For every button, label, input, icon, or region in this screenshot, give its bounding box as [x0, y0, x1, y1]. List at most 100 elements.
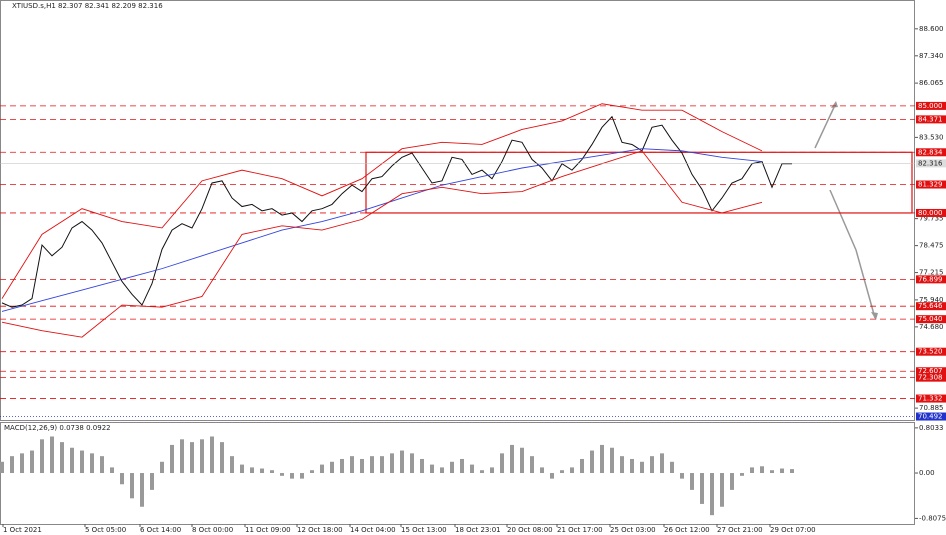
level-tag: [916, 101, 946, 110]
level-tag: [916, 115, 946, 124]
macd-bar: [150, 473, 154, 490]
level-tag: [916, 302, 946, 311]
level-label: 81.329: [918, 181, 943, 189]
macd-bar: [530, 456, 534, 474]
level-label: 72.308: [918, 374, 943, 382]
macd-bar: [600, 444, 604, 474]
level-label: 82.834: [918, 148, 943, 156]
macd-bar: [230, 456, 234, 474]
macd-bar: [650, 456, 654, 474]
macd-bar: [340, 458, 344, 474]
level-label: 72.607: [918, 367, 943, 375]
y-tick-label: 78.475: [919, 242, 944, 250]
level-tag: [916, 208, 946, 217]
macd-bar: [20, 453, 24, 474]
x-tick-label: 25 Oct 03:00: [610, 526, 656, 534]
level-tag: [916, 180, 946, 189]
macd-bar: [120, 473, 124, 485]
macd-bar: [550, 473, 554, 479]
macd-bar: [10, 456, 14, 474]
macd-bar: [110, 467, 114, 474]
macd-bar: [510, 444, 514, 474]
macd-bar: [40, 439, 44, 474]
level-tag: [916, 275, 946, 284]
macd-bar: [300, 473, 304, 479]
level-tag: [916, 148, 946, 157]
price-line: [1, 115, 792, 308]
macd-bar: [290, 473, 294, 479]
x-tick-label: 14 Oct 04:00: [350, 526, 396, 534]
level-label: 71.332: [918, 395, 943, 403]
macd-bar: [70, 447, 74, 474]
macd-bar: [210, 436, 214, 474]
level-label: 84.371: [918, 115, 943, 123]
y-tick-label: 74.680: [919, 323, 944, 331]
last-price-tag: [916, 159, 946, 168]
macd-bar: [220, 442, 224, 474]
macd-bar: [780, 468, 784, 474]
macd-bar: [750, 467, 754, 474]
macd-bar: [310, 470, 314, 474]
macd-bar: [450, 461, 454, 474]
arrow-head: [831, 101, 838, 108]
main-pane: [0, 0, 915, 421]
macd-bar: [460, 458, 464, 474]
indicator-line: [1, 103, 763, 299]
level-tag: [916, 373, 946, 382]
macd-bar: [270, 470, 274, 474]
macd-bar: [100, 456, 104, 474]
level-tag: [916, 367, 946, 376]
level-tag: [916, 412, 946, 421]
macd-bar: [660, 453, 664, 474]
x-tick-label: 26 Oct 12:00: [664, 526, 710, 534]
x-tick-label: 8 Oct 00:00: [192, 526, 233, 534]
x-tick-label: 20 Oct 08:00: [507, 526, 553, 534]
macd-bar: [740, 473, 744, 476]
macd-bar: [80, 450, 84, 474]
macd-bar: [500, 453, 504, 474]
zone-box: [365, 151, 913, 214]
macd-bar: [180, 439, 184, 474]
y-tick-label: 86.065: [919, 79, 944, 87]
macd-bar: [700, 473, 704, 504]
y-tick-label: 0.8033: [919, 424, 944, 432]
macd-bar: [430, 464, 434, 474]
macd-bar: [130, 473, 134, 499]
macd-bar: [140, 473, 144, 507]
level-tag: [916, 347, 946, 356]
macd-bar: [30, 450, 34, 474]
macd-bar: [580, 458, 584, 474]
macd-bar: [240, 464, 244, 474]
indicator-line: [1, 150, 763, 338]
macd-bar: [440, 467, 444, 474]
macd-bar: [50, 436, 54, 474]
macd-bar: [590, 450, 594, 474]
level-tag: [916, 394, 946, 403]
level-label: 76.899: [918, 275, 943, 283]
macd-bar: [680, 473, 684, 479]
x-tick-label: 21 Oct 17:00: [557, 526, 603, 534]
macd-bar: [60, 442, 64, 474]
y-tick-label: 70.885: [919, 404, 944, 412]
x-tick-label: 6 Oct 14:00: [140, 526, 181, 534]
macd-bar: [770, 470, 774, 474]
x-tick-label: 29 Oct 07:00: [770, 526, 816, 534]
level-tag: [916, 315, 946, 324]
y-tick-label: 77.215: [919, 269, 944, 277]
macd-bar: [570, 467, 574, 474]
level-label: 80.000: [918, 209, 943, 217]
level-label: 70.492: [918, 413, 943, 421]
macd-title: MACD(12,26,9) 0.0738 0.0922: [4, 424, 111, 432]
arrow: [829, 189, 857, 251]
macd-bar: [0, 461, 4, 474]
macd-bar: [170, 444, 174, 474]
indicator-line: [1, 148, 763, 312]
macd-pane: [0, 422, 915, 525]
level-label: 73.520: [918, 348, 943, 356]
macd-bar: [670, 461, 674, 474]
macd-bar: [370, 456, 374, 474]
macd-bar: [520, 447, 524, 474]
macd-bar: [360, 458, 364, 474]
level-label: 85.000: [918, 102, 943, 110]
